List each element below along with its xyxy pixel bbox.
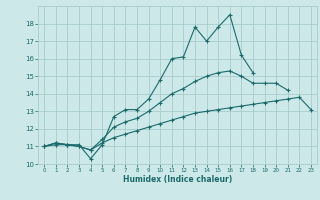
X-axis label: Humidex (Indice chaleur): Humidex (Indice chaleur)	[123, 175, 232, 184]
